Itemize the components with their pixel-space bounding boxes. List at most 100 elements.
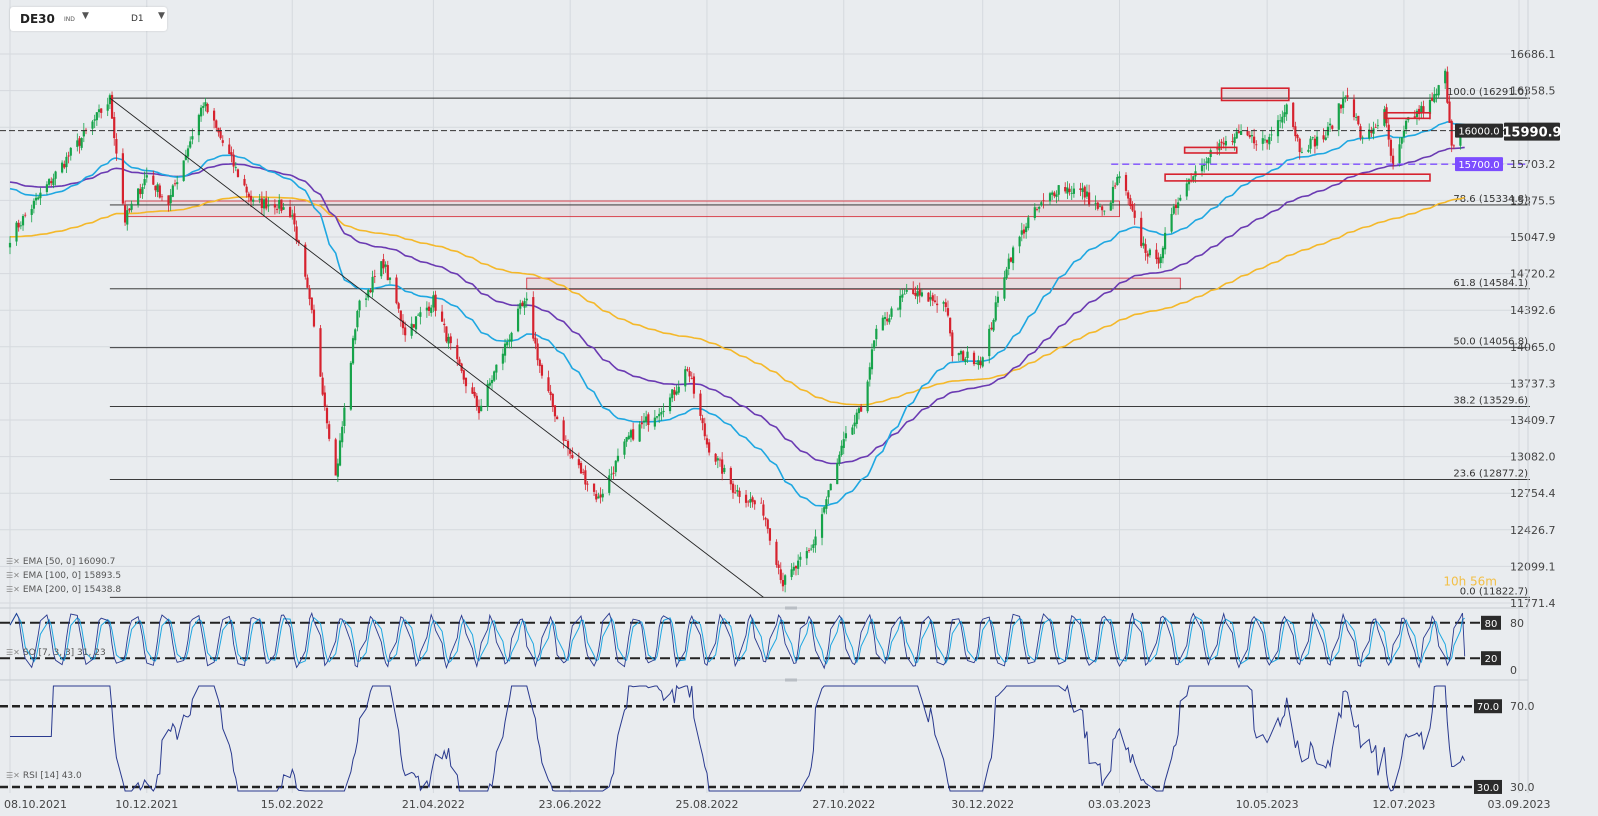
candle-body [805, 550, 808, 559]
panel-resize-handle[interactable] [785, 678, 797, 682]
candle-body [1035, 209, 1039, 210]
candle-body [1101, 206, 1104, 211]
candle-body [1177, 202, 1180, 209]
price-axis-label: 12754.4 [1510, 487, 1556, 500]
candle-body [534, 337, 537, 344]
ema100-label: EMA [100, 0] [22, 571, 81, 581]
symbol-dropdown-icon[interactable]: ▼ [82, 11, 89, 21]
candle-body [247, 193, 250, 197]
date-axis-label: 15.02.2022 [261, 798, 324, 811]
candle-body [410, 323, 413, 336]
so-main-line [9, 611, 1466, 670]
candle-body [675, 391, 678, 395]
timeframe-dropdown-icon[interactable]: ▼ [158, 11, 165, 21]
candle-body [975, 362, 978, 364]
candle-body [293, 213, 296, 225]
candle-body [1224, 140, 1227, 146]
candle-body [295, 226, 298, 242]
fib-level-label: 61.8 (14584.1) [1453, 278, 1528, 289]
candle-body [569, 450, 572, 454]
candle-body [369, 290, 372, 293]
candle-body [1146, 253, 1149, 257]
candle-body [91, 121, 94, 129]
candle-body [52, 178, 55, 186]
candle-body [1018, 236, 1021, 247]
candle-body [990, 327, 993, 330]
candle-body [1072, 188, 1075, 194]
candle-body [873, 340, 876, 349]
candle-body [764, 517, 767, 520]
indicator-settings-icon[interactable]: ☰✕ [6, 648, 20, 657]
candle-body [501, 353, 504, 364]
candle-body [123, 204, 127, 223]
candle-body [1261, 138, 1264, 144]
candle-body [1428, 99, 1432, 114]
candle-body [80, 138, 83, 148]
rsi-legend[interactable]: ☰✕ RSI [14] 43.0 [6, 771, 82, 781]
rsi-level-tag: 30.0 [1477, 783, 1499, 794]
candle-body [538, 359, 541, 367]
candle-body [356, 310, 359, 328]
indicator-settings-icon[interactable]: ☰✕ [6, 771, 20, 780]
candle-body [1418, 108, 1421, 115]
candle-body [1404, 120, 1408, 130]
candle-body [660, 412, 663, 415]
ema200-legend[interactable]: ☰✕ EMA [200, 0] 15438.8 [6, 585, 121, 595]
symbol-toolbar[interactable]: DE30 IND ▼ D1 ▼ [10, 7, 167, 31]
candle-body [380, 261, 383, 277]
candle-body [312, 309, 316, 327]
candle-body [371, 276, 374, 293]
candle-body [1142, 242, 1145, 246]
ema100-legend[interactable]: ☰✕ EMA [100, 0] 15893.5 [6, 571, 121, 581]
candle-body [610, 473, 613, 475]
candle-body [1163, 232, 1167, 250]
symbol-label[interactable]: DE30 [20, 12, 55, 26]
candle-body [282, 207, 285, 210]
indicator-settings-icon[interactable]: ☰✕ [6, 557, 20, 566]
candle-body [1337, 103, 1340, 130]
candle-body [951, 332, 954, 357]
candle-body [797, 560, 800, 569]
candle-body [1368, 129, 1371, 139]
candle-body [903, 293, 906, 295]
panel-resize-handle[interactable] [785, 606, 797, 610]
annotations [0, 87, 1528, 598]
candle-body [1116, 176, 1119, 186]
candle-body [981, 357, 984, 367]
candle-body [1192, 176, 1195, 182]
candle-body [67, 155, 70, 157]
candle-body [1322, 135, 1325, 140]
candle-body [736, 490, 739, 492]
so-axis-label: 80 [1510, 617, 1524, 630]
ema50-legend[interactable]: ☰✕ EMA [50, 0] 16090.7 [6, 557, 115, 567]
candle-body [525, 298, 528, 301]
candle-body [920, 292, 924, 297]
candle-body [1161, 247, 1165, 259]
candle-body [34, 197, 38, 201]
price-box-annotation [1183, 146, 1238, 154]
candle-body [191, 136, 194, 140]
candle-body [1437, 85, 1440, 96]
candle-body [354, 329, 357, 341]
candle-body [1279, 120, 1282, 122]
candle-body [1374, 126, 1377, 128]
candle-body [658, 413, 661, 417]
candle-body [1266, 139, 1269, 143]
candle-body [1352, 99, 1356, 118]
indicator-settings-icon[interactable]: ☰✕ [6, 571, 20, 580]
candle-body [1415, 110, 1419, 118]
candle-body [532, 297, 535, 339]
fib-level-label: 23.6 (12877.2) [1453, 468, 1528, 479]
candle-body [156, 184, 159, 193]
timeframe-label[interactable]: D1 [131, 14, 144, 24]
candle-body [1300, 151, 1303, 153]
candle-body [992, 320, 995, 331]
candle-body [358, 300, 361, 311]
indicator-settings-icon[interactable]: ☰✕ [6, 585, 20, 594]
candle-body [556, 416, 559, 420]
candle-body [260, 198, 263, 209]
candle-body [1263, 139, 1267, 141]
stochastic-legend[interactable]: ☰✕ SO [7, 3, 3] 31, 23 [6, 648, 106, 658]
candle-body [582, 472, 585, 473]
